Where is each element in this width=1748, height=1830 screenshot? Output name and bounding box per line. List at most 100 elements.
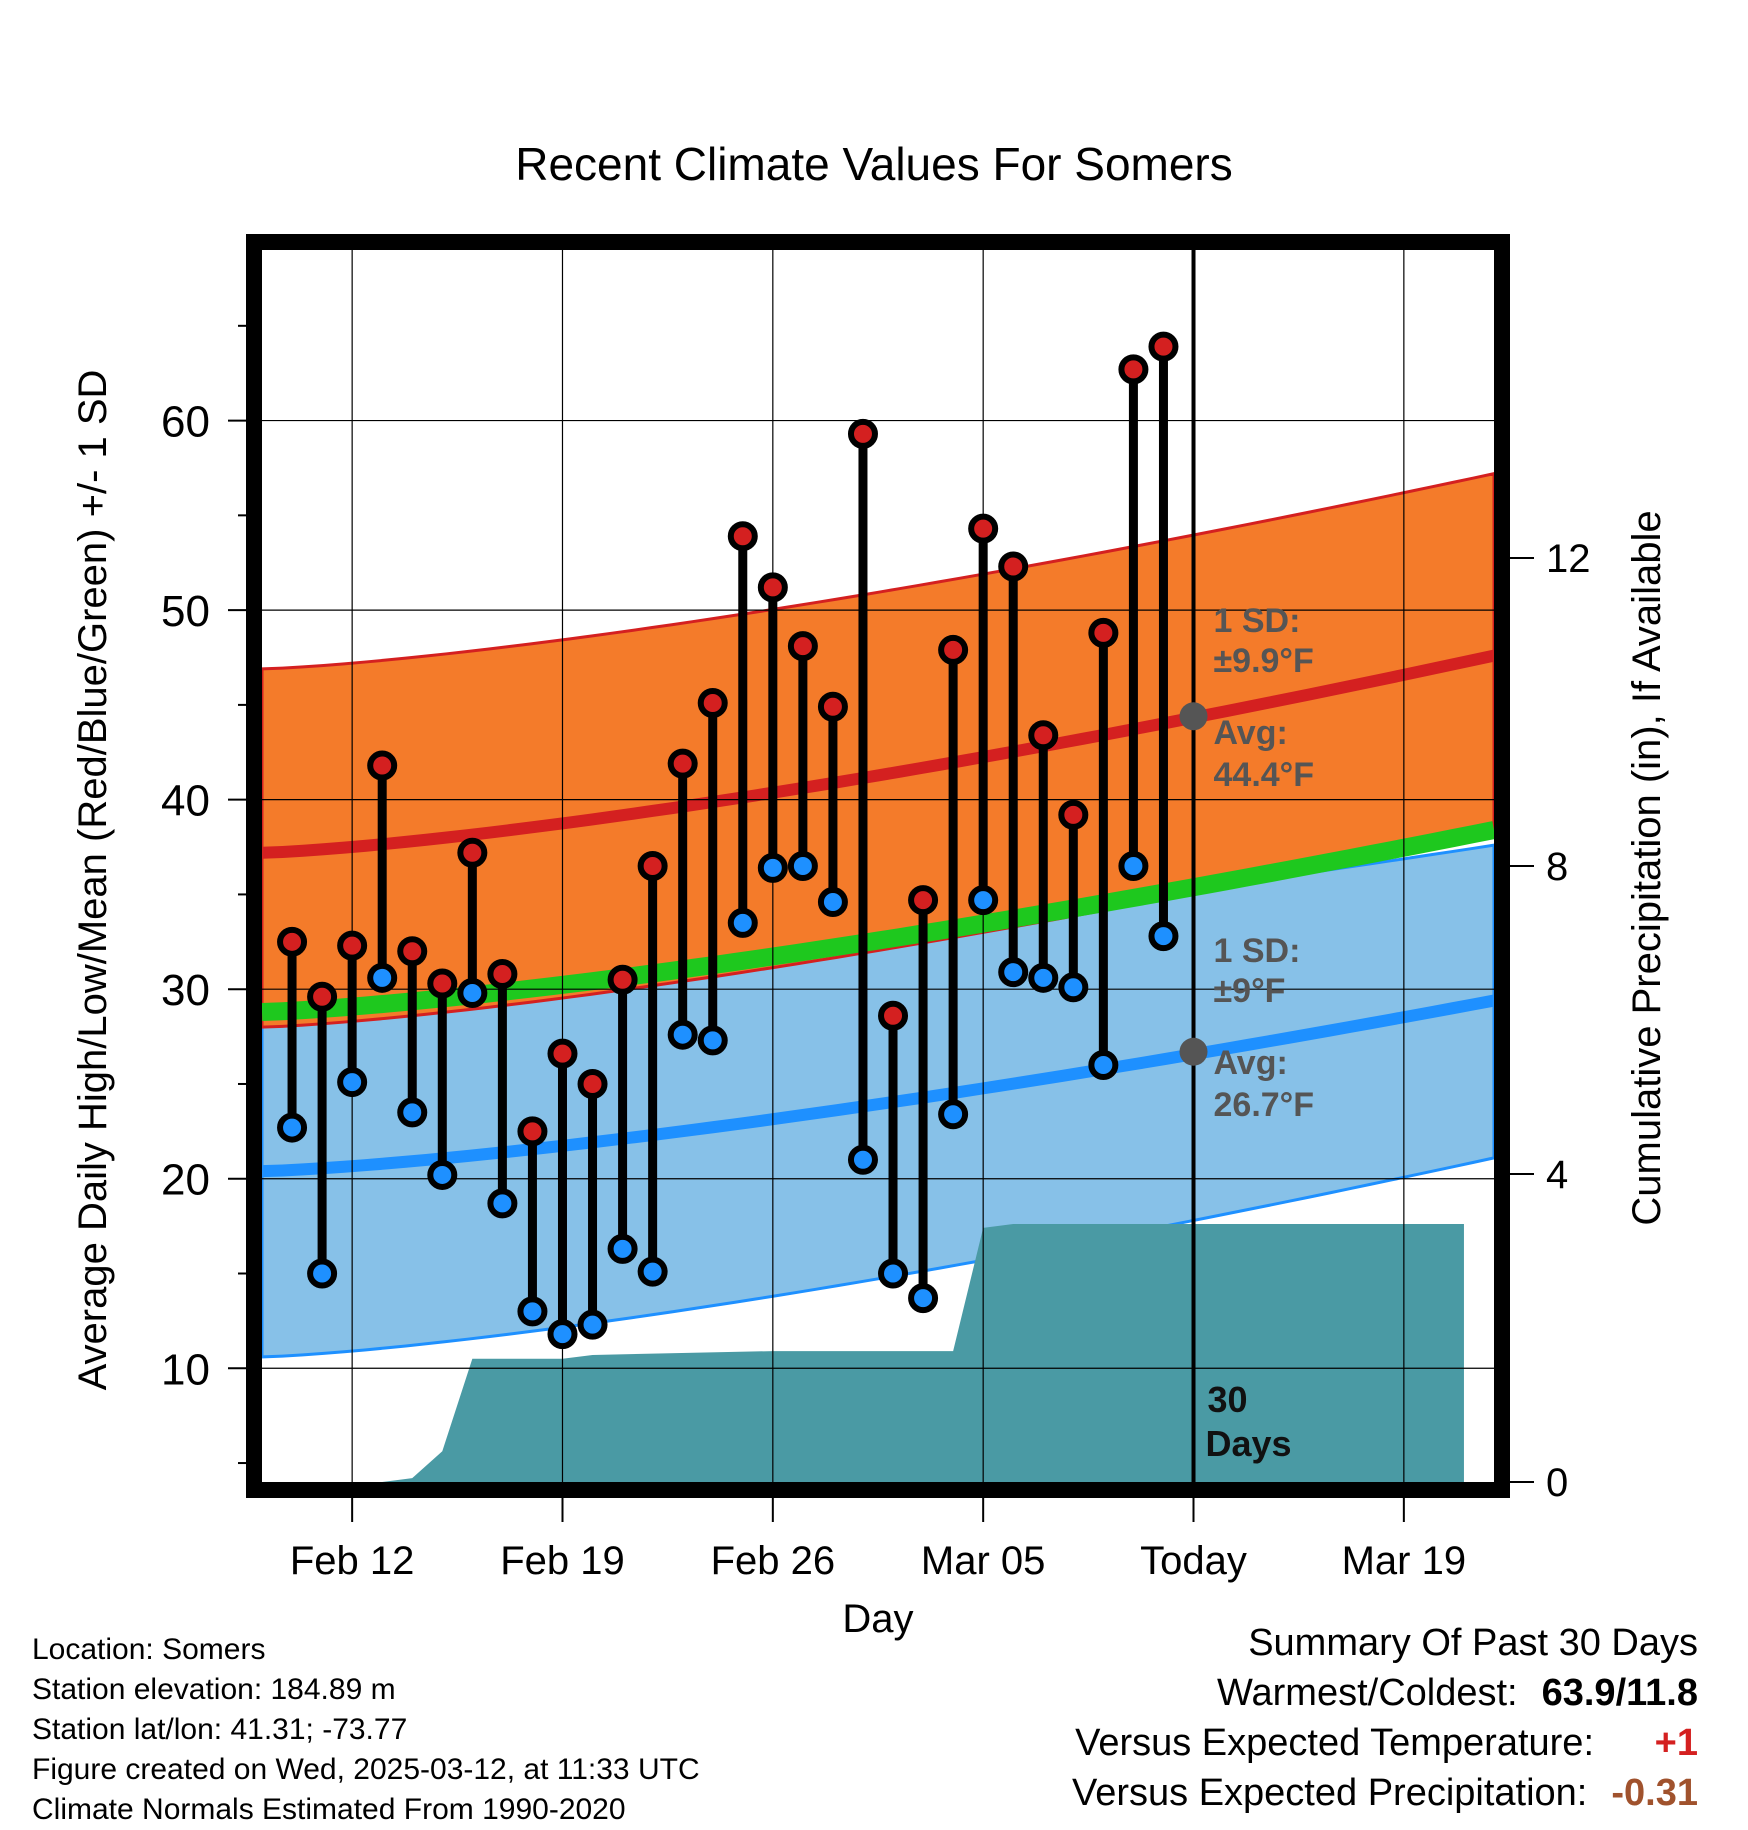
low-point: [968, 885, 999, 916]
low-point: [427, 1159, 458, 1190]
high-point: [367, 750, 398, 781]
low-point: [1148, 921, 1179, 952]
high-point: [908, 885, 939, 916]
low-point: [637, 1256, 668, 1287]
low-normal-annotation-text: Avg:: [1214, 1044, 1288, 1082]
summary-heading: Summary Of Past 30 Days: [1248, 1622, 1698, 1664]
x-tick-label: Mar 19: [1342, 1539, 1467, 1583]
high-point: [727, 521, 758, 552]
high-normal-annotation-text: 44.4°F: [1214, 756, 1315, 794]
latlon-text: Station lat/lon: 41.31; -73.77: [32, 1713, 408, 1746]
y2-tick-label: 12: [1546, 537, 1591, 581]
low-point: [878, 1258, 909, 1289]
high-point: [1088, 617, 1119, 648]
temp-vs-expected-row: Versus Expected Temperature: +1: [1072, 1718, 1698, 1768]
y2-tick-label: 8: [1546, 845, 1568, 889]
high-normal-annotation-text: ±9.9°F: [1214, 642, 1314, 680]
y2-tick-label: 0: [1546, 1461, 1568, 1505]
high-normal-annotation-text: Avg:: [1214, 714, 1288, 752]
elevation-text: Station elevation: 184.89 m: [32, 1673, 396, 1706]
high-avg-today-dot: [1179, 702, 1208, 731]
high-point: [1028, 720, 1059, 751]
y-tick-label: 60: [161, 398, 210, 447]
low-point: [277, 1112, 308, 1143]
high-point: [968, 513, 999, 544]
low-point: [908, 1283, 939, 1314]
precip-vs-expected-row: Versus Expected Precipitation: -0.31: [1072, 1768, 1698, 1818]
warmest-coldest-value: 63.9/11.8: [1541, 1672, 1698, 1714]
low-normal-annotation-text: 26.7°F: [1214, 1086, 1315, 1124]
y-tick-label: 20: [161, 1156, 210, 1205]
y-tick-label: 10: [161, 1345, 210, 1394]
y2-tick-label: 4: [1546, 1153, 1568, 1197]
low-point: [547, 1319, 578, 1350]
x-tick-label: Feb 12: [290, 1539, 415, 1583]
high-normal-line: [261, 649, 1496, 859]
high-normal-annotation-text: 1 SD:: [1214, 602, 1301, 640]
low-point: [367, 962, 398, 993]
low-normal-annotation-text: 1 SD:: [1214, 932, 1301, 970]
temp-vs-expected-value: +1: [1654, 1722, 1698, 1764]
x-axis-title: Day: [842, 1597, 913, 1641]
low-point: [607, 1233, 638, 1264]
chart-title: Recent Climate Values For Somers: [515, 138, 1233, 190]
high-point: [427, 968, 458, 999]
high-point: [938, 634, 969, 665]
high-point: [547, 1038, 578, 1069]
x-tick-label: Mar 05: [921, 1539, 1046, 1583]
low-point: [487, 1188, 518, 1219]
plot-frame: [246, 234, 1510, 1498]
high-point: [1058, 799, 1089, 830]
low-point: [1028, 962, 1059, 993]
x-tick-label: Today: [1140, 1539, 1247, 1583]
low-point: [517, 1296, 548, 1327]
high-point: [577, 1068, 608, 1099]
x-tick-label: Feb 19: [500, 1539, 625, 1583]
high-point: [337, 930, 368, 961]
low-point: [667, 1019, 698, 1050]
station-info: Location: Somers Station elevation: 184.…: [32, 1630, 700, 1830]
low-point: [1058, 972, 1089, 1003]
low-point: [757, 852, 788, 883]
precip-vs-expected-value: -0.31: [1611, 1772, 1698, 1814]
high-point: [757, 572, 788, 603]
high-point: [878, 1000, 909, 1031]
high-point: [1118, 354, 1149, 385]
high-point: [307, 981, 338, 1012]
high-point: [517, 1116, 548, 1147]
x-tick-label: Feb 26: [711, 1539, 836, 1583]
low-point: [847, 1144, 878, 1175]
low-point: [1118, 851, 1149, 881]
high-point: [817, 691, 848, 722]
low-point: [787, 851, 818, 881]
normals-text: Climate Normals Estimated From 1990-2020: [32, 1793, 626, 1826]
axes: 10 20 30 40 50 60 0 4 8 12 Feb 12 Feb 19 Feb 26 Mar 0…: [71, 234, 1669, 1641]
high-point: [697, 687, 728, 718]
high-point: [847, 418, 878, 449]
y2-axis-title: Cumulative Precipitation (in), If Availa…: [1625, 510, 1669, 1225]
summary-panel: Summary Of Past 30 Days Warmest/Coldest:…: [1072, 1618, 1698, 1818]
low-point: [577, 1309, 608, 1340]
high-point: [457, 837, 488, 868]
low-point: [938, 1099, 969, 1130]
high-point: [607, 964, 638, 995]
low-point: [817, 887, 848, 918]
location-text: Location: Somers: [32, 1633, 266, 1666]
low-avg-today-dot: [1179, 1037, 1208, 1066]
y-tick-label: 40: [161, 777, 210, 826]
high-point: [277, 926, 308, 957]
today-days-label-2: Days: [1206, 1423, 1292, 1464]
warmest-coldest-row: Warmest/Coldest: 63.9/11.8: [1072, 1668, 1698, 1718]
low-point: [1088, 1050, 1119, 1081]
low-point: [397, 1097, 428, 1128]
precip-vs-expected-label: Versus Expected Precipitation:: [1071, 1772, 1588, 1814]
high-point: [787, 631, 818, 662]
low-point: [697, 1025, 728, 1056]
y-tick-label: 50: [161, 587, 210, 636]
y-tick-label: 30: [161, 966, 210, 1015]
high-point: [487, 959, 518, 990]
high-point: [998, 551, 1029, 582]
high-point: [667, 748, 698, 779]
warmest-coldest-label: Warmest/Coldest:: [1217, 1672, 1518, 1714]
low-normal-line: [261, 994, 1496, 1178]
